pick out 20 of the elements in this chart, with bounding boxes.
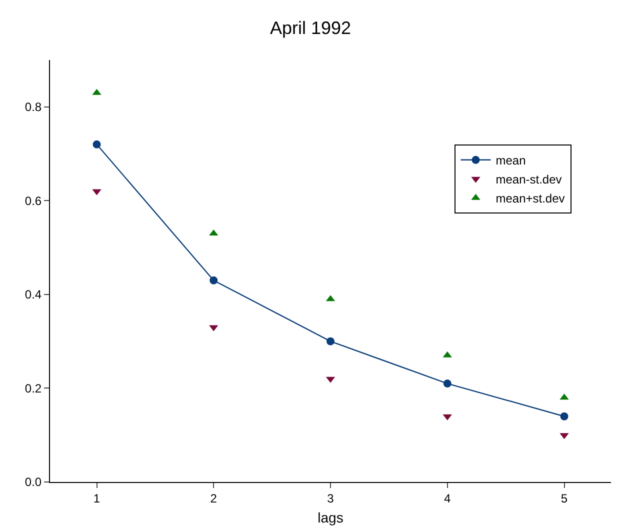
legend-label: mean+st.dev <box>496 192 565 206</box>
chart-title: April 1992 <box>270 18 352 38</box>
point <box>326 337 334 346</box>
point <box>560 412 568 420</box>
y-tick-label: 0.4 <box>24 288 42 302</box>
point <box>443 380 452 388</box>
y-tick-label: 0.0 <box>24 475 42 490</box>
y-tick-label: 0.6 <box>24 194 42 208</box>
x-tick-label: 4 <box>444 491 452 506</box>
legend-label: mean <box>496 154 526 168</box>
x-tick-label: 3 <box>327 491 334 506</box>
point <box>210 276 218 284</box>
point <box>92 140 101 148</box>
legend-label: mean-st.dev <box>496 172 562 187</box>
x-axis-title: lags <box>318 510 344 526</box>
x-tick-label: 2 <box>210 491 218 506</box>
x-tick-label: 1 <box>93 491 100 506</box>
y-tick-label: 0.8 <box>24 100 42 114</box>
y-tick-label: 0.2 <box>24 381 42 396</box>
x-tick-label: 5 <box>560 491 568 506</box>
